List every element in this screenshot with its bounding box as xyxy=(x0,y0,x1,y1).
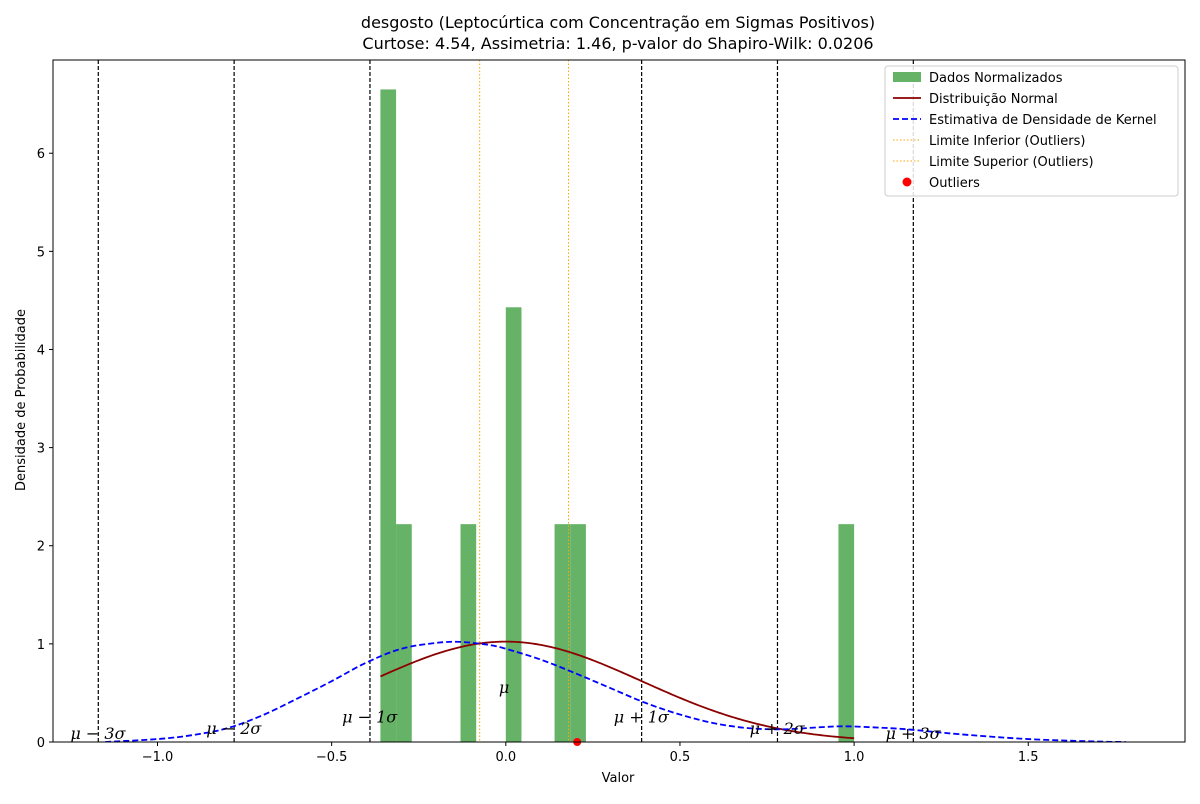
histogram-bar xyxy=(838,524,855,742)
legend-label: Limite Inferior (Outliers) xyxy=(929,134,1085,149)
sigma-label: μ − 1σ xyxy=(342,707,398,726)
x-tick-label: −0.5 xyxy=(316,750,348,765)
y-tick-label: 1 xyxy=(37,638,45,653)
x-tick-label: 1.0 xyxy=(844,750,865,765)
legend: Dados Normalizados Distribuição Normal Est… xyxy=(884,65,1179,197)
x-tick-label: 1.5 xyxy=(1018,750,1039,765)
histogram-bar xyxy=(554,524,571,742)
legend-label: Distribuição Normal xyxy=(929,92,1058,107)
x-tick-label: −1.0 xyxy=(142,750,174,765)
x-axis-label: Valor xyxy=(602,771,635,786)
chart-title: desgosto (Leptocúrtica com Concentração … xyxy=(361,13,875,32)
legend-label: Dados Normalizados xyxy=(929,71,1063,86)
plot-area: μ − 3σ μ − 2σ μ − 1σ μ μ + 1σ μ + 2σ μ + 3σ −1.… xyxy=(37,59,1186,765)
sigma-label: μ + 1σ xyxy=(614,707,670,726)
y-axis-label: Densidade de Probabilidade xyxy=(14,309,29,491)
sigma-label: μ xyxy=(499,678,509,697)
y-tick-label: 3 xyxy=(37,442,45,457)
y-tick-label: 6 xyxy=(37,147,45,162)
histogram-bar xyxy=(570,524,586,742)
sigma-label: μ + 3σ xyxy=(885,724,941,743)
y-tick-label: 0 xyxy=(37,736,45,751)
y-tick-label: 5 xyxy=(37,245,45,260)
chart-subtitle: Curtose: 4.54, Assimetria: 1.46, p-valor… xyxy=(362,34,873,53)
legend-label: Estimativa de Densidade de Kernel xyxy=(929,113,1157,128)
sigma-label: μ − 3σ xyxy=(70,724,126,743)
x-tick-label: 0.0 xyxy=(495,750,516,765)
histogram-bar xyxy=(505,307,522,742)
legend-swatch-marker xyxy=(902,177,912,187)
legend-label: Limite Superior (Outliers) xyxy=(929,155,1094,170)
y-tick-label: 2 xyxy=(37,540,45,555)
kde-curve xyxy=(105,640,1126,742)
histogram-bar xyxy=(396,524,412,742)
sigma-label: μ + 2σ xyxy=(750,719,806,738)
sigma-label: μ − 2σ xyxy=(206,719,262,738)
legend-swatch-patch xyxy=(893,72,921,82)
y-tick-label: 4 xyxy=(37,343,45,358)
legend-label: Outliers xyxy=(929,176,980,191)
legend-box xyxy=(884,65,1179,197)
histogram-bar xyxy=(380,89,397,743)
normal-distribution-curve xyxy=(380,640,855,740)
histogram-bar xyxy=(460,524,477,742)
axes-frame xyxy=(52,59,1186,743)
x-tick-label: 0.5 xyxy=(670,750,691,765)
